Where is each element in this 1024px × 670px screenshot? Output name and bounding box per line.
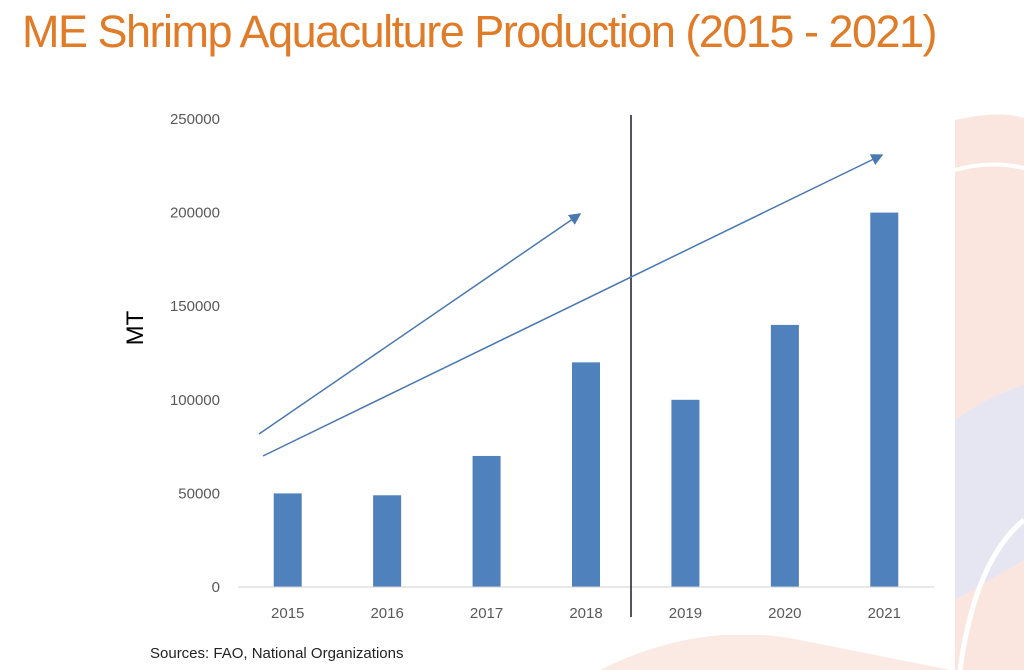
bar-2018 <box>572 362 600 587</box>
page-title: ME Shrimp Aquaculture Production (2015 -… <box>22 6 938 57</box>
y-tick-label: 250000 <box>170 111 220 128</box>
x-tick-label: 2021 <box>868 605 901 622</box>
source-note: Sources: FAO, National Organizations <box>150 645 404 662</box>
y-tick-label: 200000 <box>170 205 220 222</box>
bar-2016 <box>373 495 402 587</box>
y-tick-label: 100000 <box>170 392 220 409</box>
y-tick-label: 50000 <box>178 485 220 502</box>
bar-2015 <box>273 493 302 587</box>
x-tick-label: 2020 <box>768 605 801 622</box>
bar-2021 <box>870 212 899 587</box>
y-tick-label: 150000 <box>170 298 220 315</box>
bar-2017 <box>472 455 501 587</box>
trend-arrow-2015-2018 <box>258 213 582 435</box>
trend-arrow-2015-2021 <box>262 154 884 457</box>
bar-2020 <box>770 324 799 587</box>
bar-2019 <box>671 399 700 587</box>
x-tick-label: 2016 <box>370 605 403 622</box>
x-tick-label: 2019 <box>669 605 702 622</box>
y-axis-label: MT <box>122 310 149 345</box>
x-tick-label: 2015 <box>271 605 304 622</box>
y-tick-label: 0 <box>212 579 220 596</box>
x-tick-label: 2017 <box>470 605 503 622</box>
x-tick-label: 2018 <box>569 605 602 622</box>
